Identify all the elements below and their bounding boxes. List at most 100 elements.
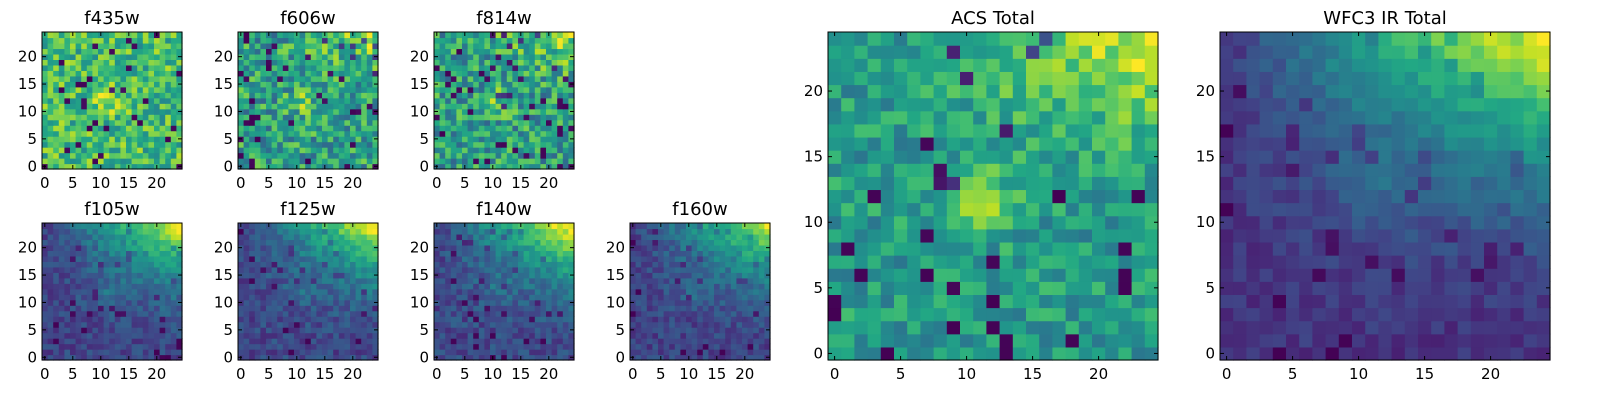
heatmap-cell — [70, 42, 77, 50]
heatmap-cell — [159, 239, 166, 246]
heatmap-cell — [568, 64, 575, 71]
heatmap-cell — [742, 228, 749, 235]
heatmap-cell — [551, 244, 558, 251]
heatmap-cell — [53, 354, 60, 361]
heatmap-cell — [652, 233, 659, 241]
heatmap-cell — [674, 261, 681, 268]
heatmap-cell — [338, 266, 345, 273]
heatmap-cell — [361, 141, 368, 148]
heatmap-cell — [159, 163, 166, 170]
heatmap-cell — [103, 338, 110, 345]
heatmap-cell — [540, 53, 547, 60]
heatmap-cell — [344, 332, 351, 339]
heatmap-cell — [439, 294, 446, 301]
heatmap-cell — [557, 277, 564, 284]
heatmap-cell — [165, 299, 172, 306]
heatmap-cell — [529, 288, 536, 295]
heatmap-cell — [445, 119, 452, 126]
heatmap-cell — [501, 233, 508, 241]
heatmap-cell — [126, 70, 133, 77]
heatmap-cell — [445, 59, 452, 66]
heatmap-cell — [344, 244, 351, 251]
heatmap-cell — [288, 250, 295, 257]
heatmap-cell — [103, 70, 110, 77]
heatmap-cell — [719, 310, 726, 317]
heatmap-cell — [456, 81, 463, 88]
heatmap-cell — [64, 53, 71, 60]
heatmap-cell — [310, 81, 317, 88]
heatmap-cell — [366, 272, 373, 279]
heatmap-cell — [81, 81, 88, 88]
heatmap-cell — [64, 239, 71, 246]
heatmap-cell — [534, 266, 541, 273]
heatmap-cell — [277, 64, 284, 71]
heatmap-cell — [310, 158, 317, 165]
heatmap-cell — [736, 283, 743, 290]
heatmap-cell — [165, 136, 172, 143]
heatmap-cell — [126, 81, 133, 88]
heatmap-cell — [114, 37, 121, 44]
heatmap-cell — [114, 119, 121, 126]
heatmap-cell — [361, 163, 368, 170]
heatmap-cell — [277, 310, 284, 317]
heatmap-cell — [299, 343, 306, 350]
heatmap-cell — [266, 244, 273, 251]
heatmap-cell — [137, 42, 144, 50]
heatmap-cell — [344, 136, 351, 143]
heatmap-cell — [42, 147, 49, 154]
heatmap-cell — [1039, 176, 1053, 191]
heatmap-cell — [355, 53, 362, 60]
heatmap-cell — [557, 305, 564, 312]
heatmap-cell — [641, 299, 648, 306]
heatmap-cell — [260, 119, 267, 126]
heatmap-cell — [753, 250, 760, 257]
heatmap-cell — [70, 239, 77, 246]
heatmap-cell — [630, 321, 637, 328]
heatmap-cell — [467, 59, 474, 66]
heatmap-cell — [154, 59, 161, 66]
heatmap-cell — [366, 338, 373, 345]
heatmap-cell — [512, 141, 519, 148]
heatmap-cell — [114, 343, 121, 350]
heatmap-cell — [523, 37, 530, 44]
heatmap-cell — [630, 261, 637, 268]
heatmap-cell — [854, 163, 869, 177]
heatmap-cell — [490, 327, 497, 334]
heatmap-cell — [120, 354, 127, 361]
heatmap-cell — [86, 223, 93, 230]
heatmap-cell — [478, 239, 485, 246]
heatmap-cell — [518, 37, 525, 44]
heatmap-cell — [64, 277, 71, 284]
heatmap-cell — [462, 332, 469, 339]
heatmap-cell — [170, 75, 177, 82]
heatmap-cell — [960, 333, 974, 348]
heatmap-cell — [47, 158, 54, 165]
heatmap-cell — [546, 75, 553, 82]
heatmap-cell — [53, 244, 60, 251]
heatmap-cell — [333, 119, 340, 126]
heatmap-cell — [946, 176, 961, 191]
heatmap-cell — [467, 53, 474, 60]
heatmap-cell — [867, 255, 882, 269]
heatmap-cell — [64, 75, 71, 82]
heatmap-cell — [456, 53, 463, 60]
heatmap-cell — [907, 176, 921, 191]
heatmap-cell — [646, 349, 653, 356]
heatmap-cell — [478, 75, 485, 82]
heatmap-cell — [946, 281, 961, 295]
heatmap-cell — [456, 299, 463, 306]
heatmap-cell — [719, 349, 726, 356]
heatmap-cell — [478, 119, 485, 126]
heatmap-cell — [170, 81, 177, 88]
heatmap-cell — [725, 354, 732, 361]
y-tick-label: 5 — [419, 130, 429, 148]
heatmap-cell — [867, 307, 882, 322]
heatmap-cell — [546, 97, 553, 104]
heatmap-cell — [243, 163, 250, 170]
heatmap-cell — [669, 255, 676, 262]
heatmap-cell — [523, 305, 530, 312]
heatmap-cell — [747, 332, 754, 339]
heatmap-cell — [361, 266, 368, 273]
heatmap-cell — [1144, 202, 1159, 217]
